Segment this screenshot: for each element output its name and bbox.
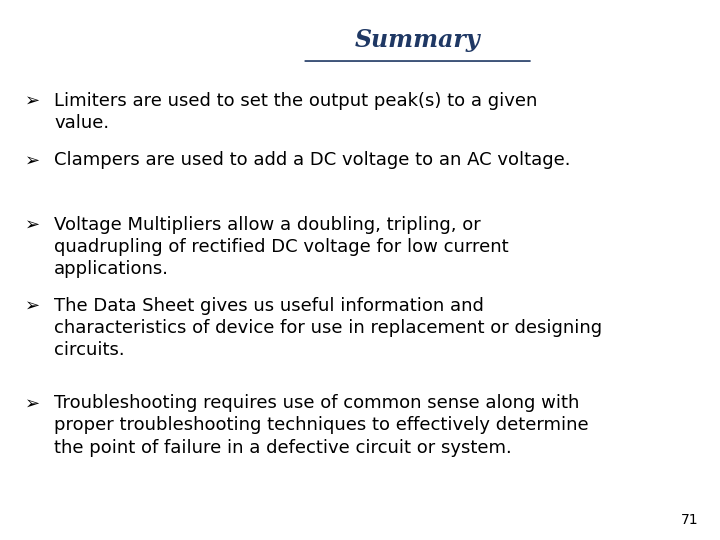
Text: ➢: ➢ (25, 216, 40, 234)
Text: Voltage Multipliers allow a doubling, tripling, or
quadrupling of rectified DC v: Voltage Multipliers allow a doubling, tr… (54, 216, 508, 279)
Text: ➢: ➢ (25, 394, 40, 412)
Text: Troubleshooting requires use of common sense along with
proper troubleshooting t: Troubleshooting requires use of common s… (54, 394, 589, 457)
Text: Limiters are used to set the output peak(s) to a given
value.: Limiters are used to set the output peak… (54, 92, 537, 132)
Text: ➢: ➢ (25, 151, 40, 169)
Text: The Data Sheet gives us useful information and
characteristics of device for use: The Data Sheet gives us useful informati… (54, 297, 602, 360)
Text: ➢: ➢ (25, 297, 40, 315)
Text: ➢: ➢ (25, 92, 40, 110)
Text: 71: 71 (681, 512, 698, 526)
Text: Summary: Summary (355, 29, 480, 52)
Text: Clampers are used to add a DC voltage to an AC voltage.: Clampers are used to add a DC voltage to… (54, 151, 570, 169)
